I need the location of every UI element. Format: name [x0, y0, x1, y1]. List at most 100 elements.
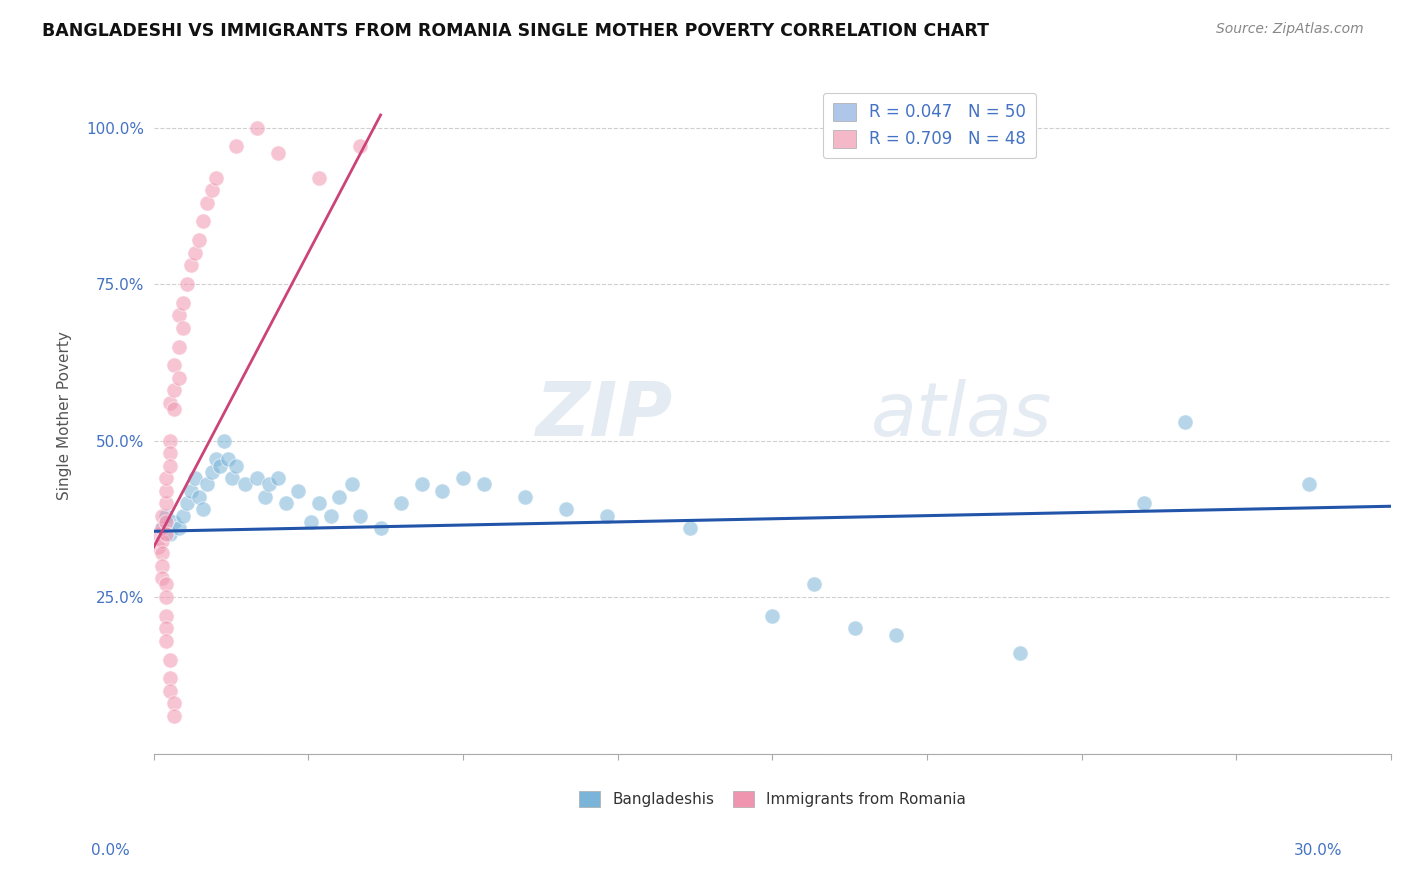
Point [176, 496, 198, 510]
Point [349, 139, 371, 153]
Point [197, 477, 219, 491]
Point [172, 508, 194, 523]
Point [155, 527, 177, 541]
Point [155, 633, 177, 648]
Point [1132, 496, 1154, 510]
Point [163, 515, 186, 529]
Point [167, 308, 190, 322]
Point [193, 502, 215, 516]
Point [193, 214, 215, 228]
Point [596, 508, 619, 523]
Point [172, 321, 194, 335]
Point [163, 697, 186, 711]
Point [389, 496, 412, 510]
Text: 30.0%: 30.0% [1295, 843, 1343, 858]
Point [212, 434, 235, 448]
Point [225, 458, 247, 473]
Point [217, 452, 239, 467]
Point [1298, 477, 1320, 491]
Point [349, 508, 371, 523]
Point [180, 258, 202, 272]
Point [225, 139, 247, 153]
Point [884, 627, 907, 641]
Point [246, 120, 269, 135]
Text: 0.0%: 0.0% [91, 843, 131, 858]
Y-axis label: Single Mother Poverty: Single Mother Poverty [58, 331, 72, 500]
Point [761, 608, 783, 623]
Point [176, 277, 198, 291]
Point [163, 384, 186, 398]
Point [451, 471, 474, 485]
Point [155, 608, 177, 623]
Point [167, 340, 190, 354]
Point [155, 515, 177, 529]
Point [167, 521, 190, 535]
Point [266, 145, 288, 160]
Point [146, 540, 169, 554]
Point [167, 371, 190, 385]
Point [513, 490, 536, 504]
Text: ZIP: ZIP [536, 379, 673, 452]
Point [221, 471, 243, 485]
Text: BANGLADESHI VS IMMIGRANTS FROM ROMANIA SINGLE MOTHER POVERTY CORRELATION CHART: BANGLADESHI VS IMMIGRANTS FROM ROMANIA S… [42, 22, 990, 40]
Point [159, 458, 181, 473]
Point [188, 490, 211, 504]
Point [163, 709, 186, 723]
Point [159, 527, 181, 541]
Point [308, 170, 330, 185]
Point [472, 477, 495, 491]
Point [159, 396, 181, 410]
Point [155, 508, 177, 523]
Point [1174, 415, 1197, 429]
Point [159, 652, 181, 666]
Point [163, 359, 186, 373]
Point [155, 483, 177, 498]
Point [172, 295, 194, 310]
Point [188, 233, 211, 247]
Point [287, 483, 309, 498]
Text: atlas: atlas [872, 379, 1053, 451]
Point [150, 558, 173, 573]
Point [155, 577, 177, 591]
Point [155, 590, 177, 604]
Point [233, 477, 256, 491]
Point [844, 621, 866, 635]
Point [340, 477, 363, 491]
Point [299, 515, 322, 529]
Point [150, 546, 173, 560]
Point [308, 496, 330, 510]
Point [150, 521, 173, 535]
Point [370, 521, 392, 535]
Point [159, 672, 181, 686]
Point [155, 496, 177, 510]
Point [150, 533, 173, 548]
Point [246, 471, 269, 485]
Point [328, 490, 350, 504]
Point [266, 471, 288, 485]
Point [197, 195, 219, 210]
Point [163, 402, 186, 417]
Point [184, 471, 207, 485]
Point [155, 621, 177, 635]
Point [208, 458, 231, 473]
Point [159, 446, 181, 460]
Point [432, 483, 454, 498]
Point [555, 502, 578, 516]
Point [159, 434, 181, 448]
Point [1008, 646, 1031, 660]
Point [146, 527, 169, 541]
Point [150, 521, 173, 535]
Point [200, 183, 222, 197]
Point [204, 452, 226, 467]
Point [200, 465, 222, 479]
Point [150, 508, 173, 523]
Point [184, 245, 207, 260]
Legend: Bangladeshis, Immigrants from Romania: Bangladeshis, Immigrants from Romania [572, 785, 972, 814]
Point [411, 477, 433, 491]
Point [803, 577, 825, 591]
Point [259, 477, 281, 491]
Point [204, 170, 226, 185]
Point [155, 471, 177, 485]
Point [180, 483, 202, 498]
Point [254, 490, 277, 504]
